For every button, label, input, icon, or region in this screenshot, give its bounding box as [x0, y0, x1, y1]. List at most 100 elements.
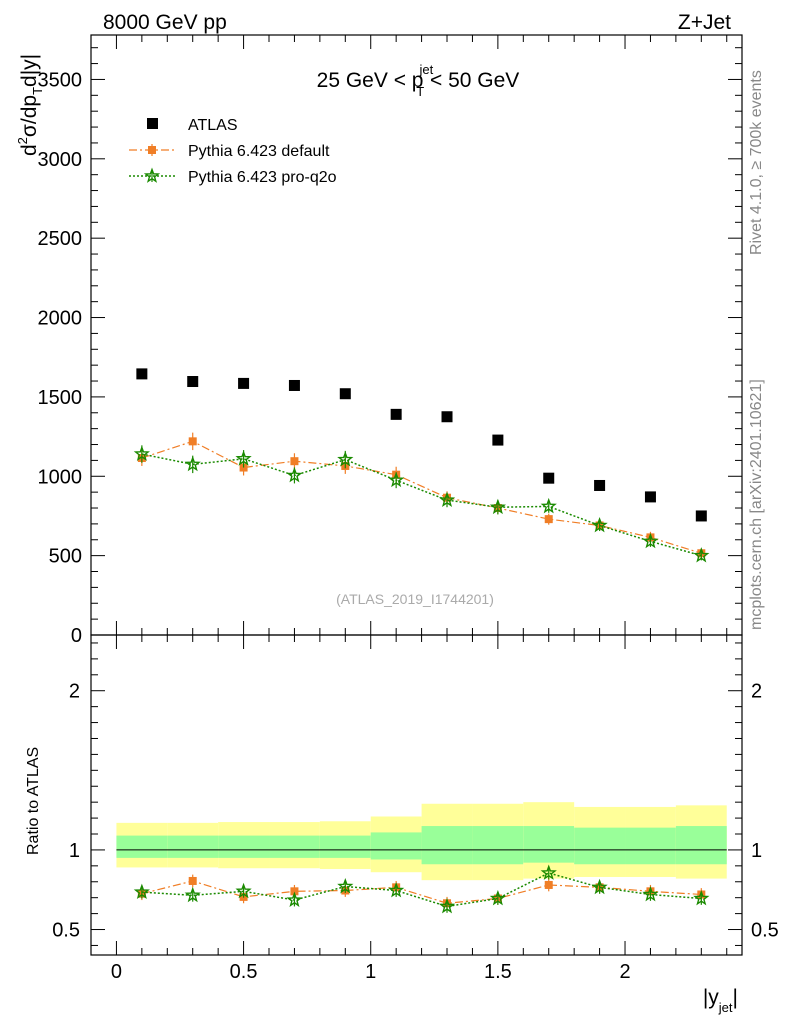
main-ylabel-sup: 2	[15, 137, 30, 144]
ratio-point-default	[544, 880, 553, 889]
main-ylabel-b: σ/dp	[18, 95, 41, 137]
main-ytick-label: 3000	[38, 149, 83, 171]
ratio-ytick-label-right: 2	[751, 681, 762, 703]
ratio-band-stat	[523, 826, 575, 863]
ratio-point-proq2o	[337, 878, 354, 894]
main-series-line	[141, 453, 702, 557]
legend-label-default: Pythia 6.423 default	[188, 143, 330, 160]
ratio-xtick-label: 1.5	[484, 961, 512, 983]
main-series-2	[133, 445, 710, 563]
ratio-band-stat	[625, 827, 676, 865]
ratio-xlabel-a: |y	[703, 986, 719, 1009]
ratio-point-proq2o	[591, 878, 608, 895]
ratio-point-proq2o	[184, 886, 201, 903]
main-point-proq2o	[489, 498, 506, 515]
legend-marker-default	[148, 146, 156, 154]
main-ytick-label: 1000	[38, 466, 83, 488]
ratio-point-proq2o	[642, 885, 659, 902]
main-ytick-label: 3500	[38, 69, 83, 91]
main-point-atlas	[441, 411, 453, 423]
main-point-proq2o	[591, 516, 608, 533]
ratio-band-stat	[472, 826, 524, 865]
main-panel: 0 500 1000 1500 2000 2500 3000 3500 25 GeV < pj…	[15, 34, 743, 647]
main-point-proq2o	[540, 497, 557, 514]
main-point-atlas	[288, 379, 300, 391]
main-ylabel: d2σ/dpTd|y|	[15, 54, 45, 156]
ratio-ytick-label-right: 0.5	[751, 920, 779, 942]
main-point-atlas	[339, 388, 351, 400]
main-ylabel-c: d|y|	[18, 54, 41, 87]
main-point-proq2o	[388, 471, 405, 488]
header-right-label: Z+Jet	[678, 11, 731, 34]
main-ytick-label: 0	[71, 625, 82, 647]
main-point-proq2o	[184, 455, 201, 472]
ratio-point-proq2o	[235, 882, 252, 899]
ratio-xtick-label: 0.5	[230, 961, 258, 983]
main-point-atlas	[390, 408, 402, 420]
ratio-band-stat	[167, 835, 219, 858]
main-point-proq2o	[235, 450, 252, 466]
main-point-default	[544, 515, 553, 524]
main-ytick-label: 1500	[38, 387, 83, 409]
ratio-xlabel: |yjet|	[703, 986, 738, 1015]
main-point-proq2o	[438, 491, 456, 507]
main-point-proq2o	[133, 445, 150, 461]
ratio-ytick-label: 2	[69, 681, 80, 703]
ratio-band-stat	[116, 835, 168, 858]
ratio-point-proq2o	[286, 891, 303, 907]
ratio-band-stat	[218, 835, 270, 858]
ratio-ytick-label: 0.5	[52, 920, 80, 942]
rivet-label: Rivet 4.1.0, ≥ 700k events	[748, 70, 765, 255]
main-title-post: < 50 GeV	[424, 69, 519, 92]
ratio-ylabel: Ratio to ATLAS	[25, 747, 42, 855]
ratio-point-default	[188, 876, 197, 885]
ratio-band-stat	[319, 835, 371, 858]
ratio-band-stat	[574, 827, 626, 865]
ratio-panel: 0.5 0.5 1 1 2 2 0 0.5 1 1.5 2 Ratio to ATLAS |yjet…	[25, 634, 779, 1015]
ratio-xtick-label: 0	[111, 961, 122, 983]
ratio-band-stat	[370, 832, 422, 860]
legend: ATLAS Pythia 6.423 default Pythia 6.423 …	[129, 117, 337, 186]
ratio-ytick-label-right: 1	[751, 840, 762, 862]
ratio-point-proq2o	[438, 897, 456, 914]
ratio-band-stat	[675, 826, 727, 865]
main-point-atlas	[238, 377, 250, 389]
main-point-atlas	[136, 368, 148, 380]
ratio-xlabel-b: |	[733, 986, 738, 1009]
ratio-band-stat	[421, 826, 473, 865]
ratio-series-line	[141, 872, 702, 908]
main-point-atlas	[187, 376, 199, 388]
legend-label-proq2o: Pythia 6.423 pro-q2o	[188, 169, 337, 186]
main-point-proq2o	[693, 547, 710, 563]
main-title: 25 GeV < pjet T < 50 GeV	[317, 62, 520, 99]
mcplots-label: mcplots.cern.ch [arXiv:2401.10621]	[748, 379, 765, 630]
main-series-0	[136, 368, 707, 522]
main-ytick-label: 2000	[38, 308, 83, 330]
ratio-xtick-label: 2	[619, 961, 630, 983]
main-point-atlas	[543, 472, 555, 484]
main-point-atlas	[644, 491, 656, 503]
ratio-band-stat	[269, 835, 320, 858]
header-left-label: 8000 GeV pp	[103, 11, 227, 34]
legend-marker-atlas	[147, 118, 158, 129]
ratio-point-proq2o	[388, 881, 405, 898]
ratio-ytick-label: 1	[69, 840, 80, 862]
legend-marker-proq2o	[143, 167, 161, 183]
main-ylabel-sub: T	[30, 87, 45, 95]
main-title-sub: T	[416, 84, 424, 99]
main-ytick-label: 500	[49, 546, 82, 568]
ratio-series-1	[133, 864, 710, 914]
analysis-annotation: (ATLAS_2019_I1744201)	[336, 591, 494, 607]
main-point-default	[188, 437, 197, 446]
main-point-proq2o	[337, 451, 354, 467]
main-point-atlas	[594, 479, 606, 491]
main-point-proq2o	[286, 466, 303, 483]
main-ylabel-a: d	[18, 144, 41, 156]
ratio-point-proq2o	[693, 889, 710, 906]
ratio-point-proq2o	[489, 889, 506, 906]
ratio-frame	[90, 634, 743, 956]
main-title-pre: 25 GeV < p	[317, 69, 424, 92]
ratio-point-proq2o	[133, 883, 150, 900]
main-title-sup: jet	[418, 62, 433, 77]
